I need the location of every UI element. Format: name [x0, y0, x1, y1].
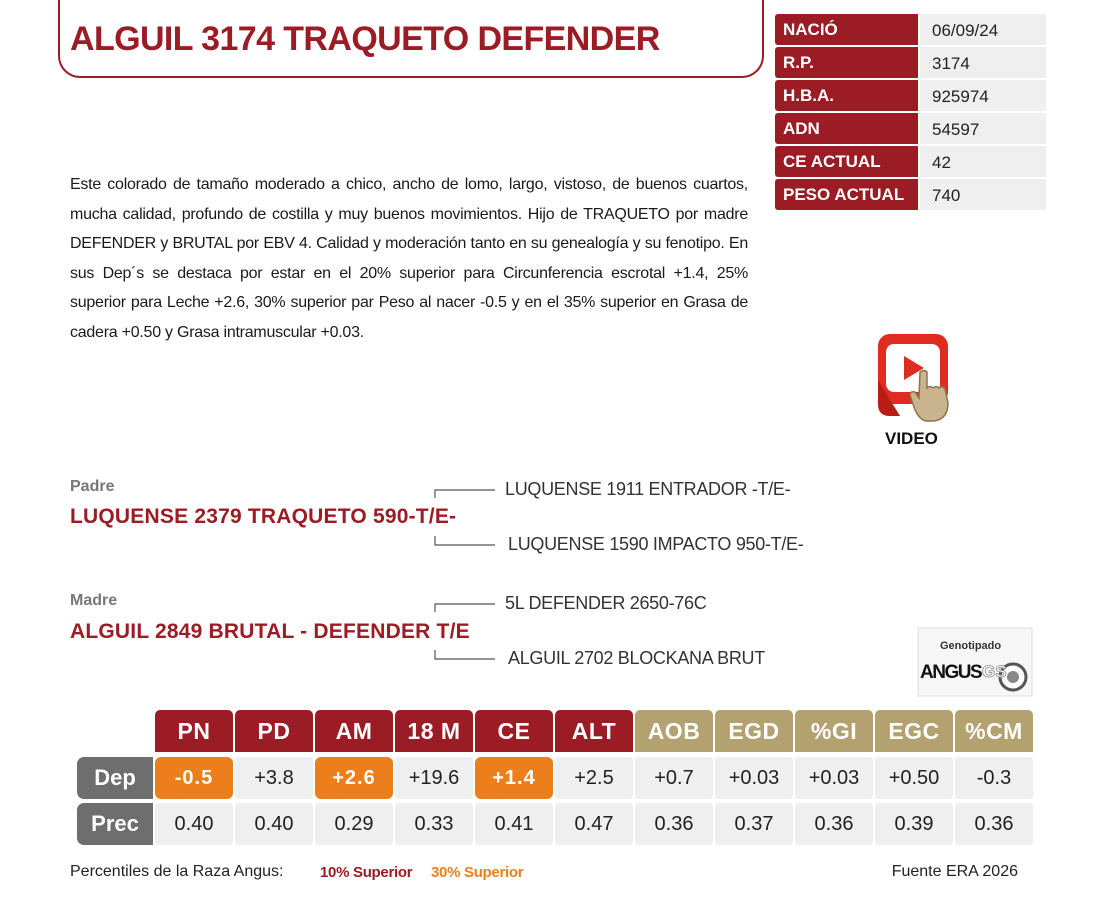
prec-cell: 0.40 [235, 803, 313, 845]
column-header: %CM [955, 710, 1033, 752]
dep-cell: +0.03 [715, 757, 793, 799]
info-label: PESO ACTUAL [775, 179, 918, 210]
hand-icon [909, 369, 949, 422]
video-icon[interactable] [878, 334, 949, 422]
sire-label: Padre [70, 478, 115, 495]
column-header: AOB [635, 710, 713, 752]
info-value: 3174 [920, 47, 1046, 78]
dep-cell: -0.5 [155, 757, 233, 799]
info-value: 42 [920, 146, 1046, 177]
play-triangle [904, 356, 924, 380]
dam-name: ALGUIL 2849 BRUTAL - DEFENDER T/E [70, 620, 470, 643]
legend-title: Percentiles de la Raza Angus: [70, 863, 284, 880]
column-header: EGC [875, 710, 953, 752]
badge-top: Genotipado [940, 640, 1002, 652]
dep-cell: -0.3 [955, 757, 1033, 799]
badge-suffix: GS [982, 662, 1007, 682]
info-value: 740 [920, 179, 1046, 210]
row-label: Dep [77, 757, 153, 799]
dep-cell: +19.6 [395, 757, 473, 799]
pedigree-lines [434, 489, 495, 660]
info-label: CE ACTUAL [775, 146, 918, 177]
info-label: NACIÓ [775, 14, 918, 45]
legend-item: 30% Superior [431, 864, 524, 881]
column-header: PN [155, 710, 233, 752]
dep-cell: +1.4 [475, 757, 553, 799]
row-label: Prec [77, 803, 153, 845]
bracket-line [434, 536, 495, 546]
title-frame [58, 0, 764, 78]
column-header: ALT [555, 710, 633, 752]
info-value: 54597 [920, 113, 1046, 144]
prec-cell: 0.41 [475, 803, 553, 845]
prec-cell: 0.36 [635, 803, 713, 845]
prec-cell: 0.40 [155, 803, 233, 845]
bracket-line [434, 603, 495, 612]
info-label: R.P. [775, 47, 918, 78]
info-label: H.B.A. [775, 80, 918, 111]
description: Este colorado de tamaño moderado a chico… [70, 176, 748, 341]
column-header: %GI [795, 710, 873, 752]
column-header: CE [475, 710, 553, 752]
dam-sire: 5L DEFENDER 2650-76C [505, 593, 707, 613]
sire-sire: LUQUENSE 1911 ENTRADOR -T/E- [505, 479, 791, 499]
column-header: AM [315, 710, 393, 752]
dam-dam: ALGUIL 2702 BLOCKANA BRUT [508, 648, 765, 668]
prec-cell: 0.36 [795, 803, 873, 845]
bracket-line [434, 650, 495, 660]
dep-cell: +3.8 [235, 757, 313, 799]
prec-cell: 0.29 [315, 803, 393, 845]
dep-cell: +0.50 [875, 757, 953, 799]
prec-cell: 0.33 [395, 803, 473, 845]
dep-cell: +0.7 [635, 757, 713, 799]
column-header: PD [235, 710, 313, 752]
bracket-line [434, 489, 495, 498]
prec-cell: 0.36 [955, 803, 1033, 845]
info-value: 925974 [920, 80, 1046, 111]
video-label[interactable]: VIDEO [885, 429, 938, 448]
dep-cell: +2.5 [555, 757, 633, 799]
dam-label: Madre [70, 592, 118, 609]
prec-cell: 0.37 [715, 803, 793, 845]
column-header: 18 M [395, 710, 473, 752]
video-shadow [878, 380, 900, 416]
dep-cell: +2.6 [315, 757, 393, 799]
dep-cell: +0.03 [795, 757, 873, 799]
info-label: ADN [775, 113, 918, 144]
column-header: EGD [715, 710, 793, 752]
sire-name: LUQUENSE 2379 TRAQUETO 590-T/E- [70, 505, 457, 528]
prec-cell: 0.47 [555, 803, 633, 845]
info-value: 06/09/24 [920, 14, 1046, 45]
title: ALGUIL 3174 TRAQUETO DEFENDER [70, 20, 660, 58]
legend-item: 10% Superior [320, 864, 413, 881]
prec-cell: 0.39 [875, 803, 953, 845]
source: Fuente ERA 2026 [891, 863, 1018, 880]
sire-dam: LUQUENSE 1590 IMPACTO 950-T/E- [508, 534, 804, 554]
badge-seal-core [1007, 671, 1019, 683]
badge-brand: ANGUS [920, 662, 983, 683]
